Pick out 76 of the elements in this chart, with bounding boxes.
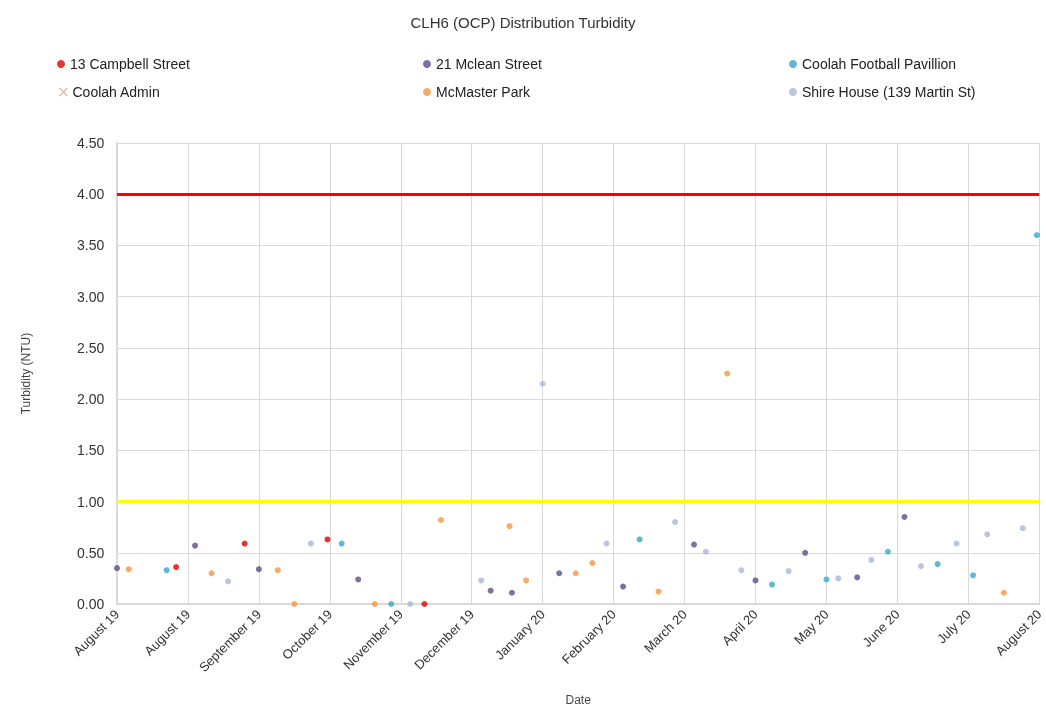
point [1019,525,1026,532]
point [125,566,132,573]
y-tick-label: 1.00 [77,493,105,510]
point [868,556,875,563]
point [355,576,362,583]
point [655,588,662,595]
chart-title: CLH6 (OCP) Distribution Turbidity [410,14,637,31]
y-tick-label: 0.00 [77,596,105,612]
point [208,570,215,577]
point [255,566,262,573]
point [478,577,485,584]
point [192,542,199,549]
point [371,601,378,607]
point [901,513,908,520]
point [407,601,414,607]
legend-label: McMaster Park [436,84,532,100]
point [539,380,546,387]
point [835,575,842,582]
y-tick-label: 2.50 [77,339,105,356]
point [984,531,991,538]
point [163,567,170,574]
point [225,578,232,585]
point [953,540,960,547]
point [338,540,345,547]
y-tick-label: 2.00 [77,391,105,408]
point [307,540,314,547]
point [702,548,709,555]
point [724,370,731,377]
y-tick-label: 3.00 [77,288,105,305]
point [1000,589,1007,596]
y-tick-label: 4.50 [77,135,105,151]
y-tick-label: 3.50 [77,237,105,254]
point [738,567,745,574]
x-tick-label: July 20 [933,606,974,647]
point [918,563,925,570]
point [291,601,298,607]
point [572,570,579,577]
legend-label: Shire House (139 Martin St) [802,84,976,100]
legend-label: 21 Mclean Street [436,56,542,72]
point [620,583,627,590]
point [823,576,830,583]
point [854,574,861,581]
legend-label: 13 Campbell Street [70,56,190,72]
y-tick-label: 1.50 [77,442,105,459]
y-tick-label: 4.00 [77,186,105,203]
point [173,564,180,571]
point [589,560,596,567]
point [934,561,941,568]
point [970,572,977,579]
point [274,567,281,574]
point [785,568,792,575]
point [672,519,679,526]
point [421,601,428,607]
point [508,589,515,596]
point [636,536,643,543]
point [523,577,530,584]
point [437,517,444,523]
point [884,548,891,555]
point [506,523,513,530]
y-axis-title: Turbidity (NTU) [19,332,33,415]
point [752,577,759,584]
legend-label: Coolah Admin [72,84,160,100]
point [769,581,776,588]
point [324,536,331,543]
legend-label: Coolah Football Pavillion [802,56,957,72]
point [487,587,494,594]
point [556,570,563,577]
point [802,549,809,556]
x-axis-title: Date [565,693,592,707]
point [388,601,395,607]
point [114,565,120,572]
y-tick-label: 0.50 [77,544,105,561]
x-tick-label: May 20 [791,606,832,648]
point [1033,232,1040,239]
point [691,541,698,548]
point [603,540,610,547]
